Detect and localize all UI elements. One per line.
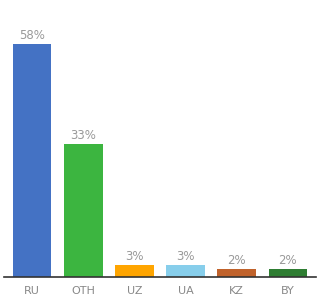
- Text: 3%: 3%: [125, 250, 144, 263]
- Text: 3%: 3%: [176, 250, 195, 263]
- Bar: [64, 145, 102, 277]
- Text: 2%: 2%: [278, 254, 297, 267]
- Bar: [13, 44, 52, 277]
- Bar: [115, 265, 154, 277]
- Text: 2%: 2%: [227, 254, 246, 267]
- Bar: [268, 269, 307, 277]
- Bar: [218, 269, 256, 277]
- Text: 58%: 58%: [19, 29, 45, 42]
- Bar: [166, 265, 205, 277]
- Text: 33%: 33%: [70, 130, 96, 142]
